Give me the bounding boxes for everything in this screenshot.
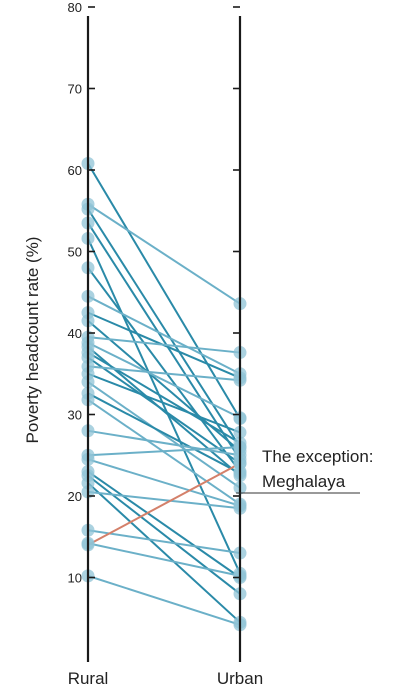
annotation-line-1: The exception: <box>262 447 374 466</box>
y-tick-label: 60 <box>68 163 82 178</box>
series-line <box>87 162 241 420</box>
series-line <box>87 490 241 510</box>
series-line <box>87 446 241 457</box>
series-line <box>87 341 241 419</box>
series-line <box>87 351 241 444</box>
series-line <box>87 208 241 448</box>
series-line <box>87 474 241 595</box>
y-tick-label: 50 <box>68 245 82 260</box>
y-tick-label: 10 <box>68 571 82 586</box>
exception-series-line <box>87 462 241 546</box>
series-line <box>87 222 241 460</box>
series-line <box>87 542 241 577</box>
series-line <box>87 336 241 354</box>
y-axis-ticks: 10 20 30 40 50 60 70 80 <box>68 0 240 586</box>
series-line <box>87 372 241 434</box>
series-line <box>87 267 241 473</box>
series-line <box>87 365 241 382</box>
series-line <box>87 320 241 452</box>
y-tick-label: 70 <box>68 82 82 97</box>
annotation-line-2: Meghalaya <box>262 472 346 491</box>
series-line <box>87 458 241 507</box>
series-line <box>87 392 241 475</box>
y-tick-label: 40 <box>68 326 82 341</box>
series-line <box>87 482 241 624</box>
category-label-rural: Rural <box>68 669 109 688</box>
y-tick-label: 80 <box>68 0 82 15</box>
series-line <box>87 470 241 579</box>
series-line <box>87 429 241 457</box>
series-line <box>87 574 241 626</box>
series-line <box>87 295 241 375</box>
series-line <box>87 529 241 555</box>
series-line <box>87 203 241 305</box>
series-line <box>87 356 241 465</box>
y-axis-label: Poverty headcount rate (%) <box>23 237 42 444</box>
y-tick-label: 20 <box>68 489 82 504</box>
series-line <box>87 381 241 489</box>
y-tick-label: 30 <box>68 408 82 423</box>
category-label-urban: Urban <box>217 669 263 688</box>
series-line <box>87 238 241 574</box>
exception-annotation: The exception: Meghalaya <box>236 447 374 494</box>
series-lines <box>87 162 241 626</box>
